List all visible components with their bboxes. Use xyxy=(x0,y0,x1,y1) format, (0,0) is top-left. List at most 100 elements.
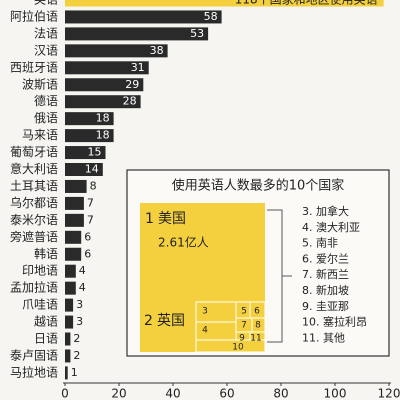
value-label: 38 xyxy=(150,44,164,57)
y-tick-label: 越语 xyxy=(34,315,58,329)
value-label: 6 xyxy=(84,247,91,260)
bar xyxy=(65,349,71,363)
y-tick-label: 孟加拉语 xyxy=(10,280,58,295)
list-item: 6. 爱尔兰 xyxy=(302,252,349,265)
list-item: 9. 圭亚那 xyxy=(302,300,349,313)
inset: 使用英语人数最多的10个国家 1 美国 2.61亿人 2 英国 345 67 89 1… xyxy=(126,169,390,357)
x-tick-label: 120 xyxy=(378,387,400,400)
value-label: 18 xyxy=(96,112,110,125)
y-tick-label: 汉语 xyxy=(34,43,58,57)
bracket xyxy=(267,209,292,343)
y-tick-label: 波斯语 xyxy=(22,77,58,91)
annotation: 118个国家和地区使用英语 xyxy=(235,0,378,7)
value-label: 6 xyxy=(84,230,91,243)
y-tick-label: 葡萄牙语 xyxy=(10,145,58,159)
value-label: 15 xyxy=(88,146,102,159)
y-tick-label: 印地语 xyxy=(22,264,58,278)
bar xyxy=(65,264,76,278)
value-label: 53 xyxy=(190,27,204,40)
value-label: 14 xyxy=(85,163,99,176)
bar xyxy=(65,95,141,109)
block-label: 7 xyxy=(241,321,247,331)
y-tick-label: 旁遮普语 xyxy=(10,229,58,244)
x-tick-label: 20 xyxy=(111,387,126,400)
bar xyxy=(65,129,114,143)
value-label: 7 xyxy=(87,213,94,226)
bar xyxy=(65,78,144,92)
y-tick-label: 马来语 xyxy=(22,128,58,142)
bar xyxy=(65,298,74,312)
y-tick-label: 爪哇语 xyxy=(22,298,58,312)
bar xyxy=(65,332,71,346)
y-tick-label: 英语 xyxy=(34,0,58,7)
bar xyxy=(65,213,84,227)
bar xyxy=(65,61,149,75)
y-tick-label: 法语 xyxy=(34,26,58,40)
y-tick-label: 泰卢固语 xyxy=(10,347,58,362)
rank: 1 xyxy=(145,211,154,227)
bar xyxy=(65,366,68,380)
y-tick-label: 德语 xyxy=(34,93,58,108)
uk-block xyxy=(140,302,196,352)
y-tick-label: 阿拉伯语 xyxy=(10,8,58,23)
country: 英国 xyxy=(157,312,185,329)
list-item: 10. 塞拉利昂 xyxy=(302,315,367,329)
inset-title: 使用英语人数最多的10个国家 xyxy=(172,178,345,194)
y-tick-label: 泰米尔语 xyxy=(10,212,58,227)
y-tick-label: 土耳其语 xyxy=(10,179,58,193)
block-label: 11 xyxy=(250,334,261,344)
bar xyxy=(65,146,106,160)
bar xyxy=(65,315,74,329)
value-label: 8 xyxy=(90,179,97,192)
block-label: 8 xyxy=(255,321,261,331)
bar xyxy=(65,247,82,261)
value-label: 4 xyxy=(79,264,86,277)
y-tick-label: 意大利语 xyxy=(10,161,58,176)
y-tick-label: 马拉地语 xyxy=(10,364,58,379)
value-label: 2 xyxy=(73,349,80,362)
value-label: 7 xyxy=(87,196,94,209)
value-label: 18 xyxy=(96,129,110,142)
list-item: 8. 新加坡 xyxy=(302,283,349,297)
value-label: 31 xyxy=(131,61,145,74)
block-label: 3 xyxy=(202,307,208,317)
block xyxy=(195,339,266,353)
list-item: 11. 其他 xyxy=(302,331,345,344)
country: 美国 xyxy=(158,211,186,227)
list-item: 3. 加拿大 xyxy=(302,204,349,218)
x-tick-label: 0 xyxy=(61,387,69,400)
block-label: 4 xyxy=(202,326,208,336)
x-tick-label: 80 xyxy=(273,387,288,400)
list-item: 7. 新西兰 xyxy=(302,267,349,281)
bar xyxy=(65,163,103,176)
bar xyxy=(65,179,87,193)
block-label: 10 xyxy=(232,343,244,353)
y-tick-label: 俄语 xyxy=(34,111,58,125)
value-label: 28 xyxy=(123,95,137,108)
bar xyxy=(65,112,114,126)
list-item: 4. 澳大利亚 xyxy=(302,220,360,234)
x-tick-label: 40 xyxy=(165,387,180,400)
list-item: 5. 南非 xyxy=(302,237,338,250)
country-value: 2.61亿人 xyxy=(158,235,209,250)
value-label: 2 xyxy=(73,332,80,345)
bar xyxy=(65,0,384,7)
x-tick-label: 60 xyxy=(219,387,234,400)
bar xyxy=(65,230,82,244)
block-label: 6 xyxy=(254,307,260,317)
y-tick-label: 韩语 xyxy=(34,246,58,261)
x-tick-label: 100 xyxy=(324,387,347,400)
y-tick-label: 西班牙语 xyxy=(10,60,58,74)
bar xyxy=(65,196,84,210)
value-label: 3 xyxy=(76,298,83,311)
bar xyxy=(65,281,76,295)
value-label: 58 xyxy=(204,10,218,23)
value-label: 29 xyxy=(125,78,139,91)
value-label: 1 xyxy=(71,366,78,379)
value-label: 3 xyxy=(76,315,83,328)
block-label: 5 xyxy=(241,307,247,317)
rank: 2 xyxy=(144,313,153,329)
y-tick-label: 乌尔都语 xyxy=(10,195,58,210)
block-label: 9 xyxy=(239,334,245,344)
